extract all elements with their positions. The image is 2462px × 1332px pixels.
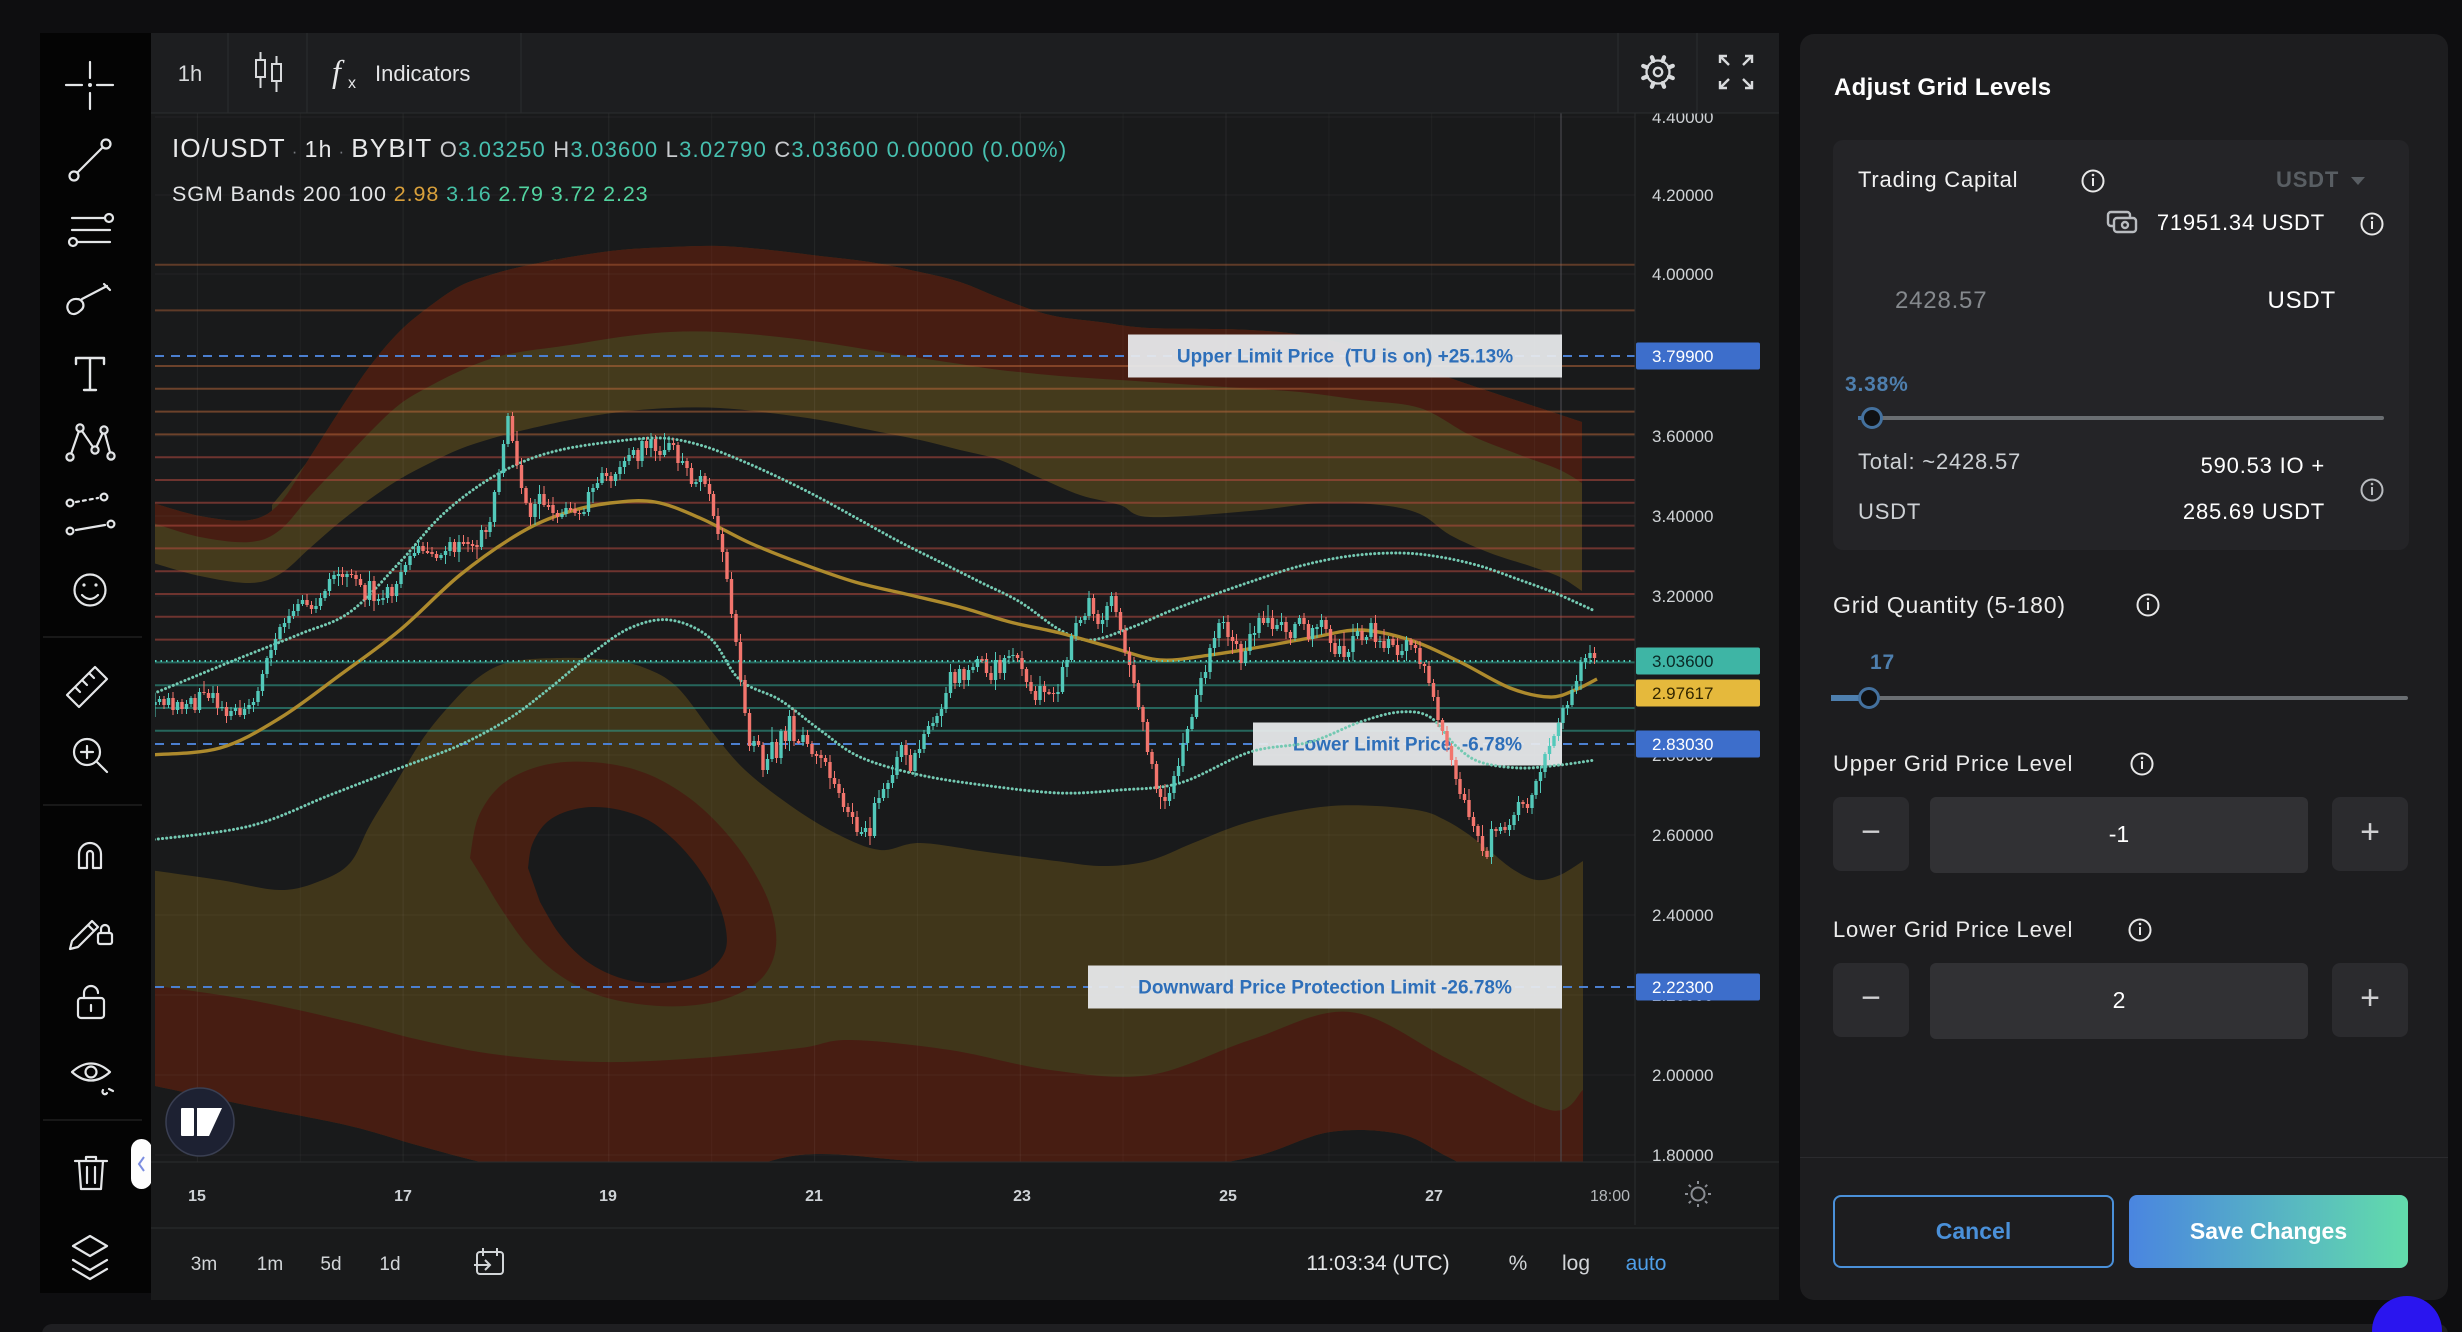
svg-text:4.00000: 4.00000 — [1652, 265, 1713, 284]
svg-text:auto: auto — [1626, 1252, 1667, 1275]
svg-text:11:03:34 (UTC): 11:03:34 (UTC) — [1306, 1252, 1449, 1275]
svg-text:1h: 1h — [178, 61, 202, 86]
svg-text:5d: 5d — [320, 1254, 341, 1275]
svg-text:21: 21 — [805, 1188, 823, 1205]
svg-text:25: 25 — [1219, 1188, 1237, 1205]
svg-text:23: 23 — [1013, 1188, 1031, 1205]
svg-text:1m: 1m — [257, 1254, 283, 1275]
svg-text:17: 17 — [394, 1188, 412, 1205]
svg-text:15: 15 — [188, 1188, 206, 1205]
svg-text:2.97617: 2.97617 — [1652, 684, 1713, 703]
svg-text:3.03600: 3.03600 — [1652, 652, 1713, 671]
svg-text:3m: 3m — [191, 1254, 217, 1275]
svg-text:x: x — [348, 75, 356, 92]
svg-text:3.79900: 3.79900 — [1652, 347, 1713, 366]
svg-text:3.40000: 3.40000 — [1652, 507, 1713, 526]
svg-text:Downward Price Protection Limi: Downward Price Protection Limit -26.78% — [1138, 978, 1512, 999]
svg-text:3.20000: 3.20000 — [1652, 587, 1713, 606]
svg-text:Upper Limit Price (TU is on): Upper Limit Price (TU is on) +25.13% — [1177, 347, 1513, 368]
svg-text:2.40000: 2.40000 — [1652, 906, 1713, 925]
svg-text:27: 27 — [1425, 1188, 1443, 1205]
svg-text:2.60000: 2.60000 — [1652, 826, 1713, 845]
svg-text:19: 19 — [599, 1188, 617, 1205]
svg-text:Indicators: Indicators — [375, 61, 470, 86]
svg-text:2.00000: 2.00000 — [1652, 1066, 1713, 1085]
svg-text:2.83030: 2.83030 — [1652, 735, 1713, 754]
svg-text:IO/USDT · 1h · BYBIT O3.03250: IO/USDT · 1h · BYBIT O3.03250 H3.03600 L… — [172, 133, 1067, 163]
svg-text:2.22300: 2.22300 — [1652, 978, 1713, 997]
svg-text:SGM Bands 200 100 2.98 3.16 2: SGM Bands 200 100 2.98 3.16 2.79 3.72 2.… — [172, 182, 649, 206]
svg-text:Lower Limit Price -6.78%: Lower Limit Price -6.78% — [1293, 735, 1522, 756]
svg-text:1.80000: 1.80000 — [1652, 1146, 1713, 1165]
svg-text:log: log — [1562, 1252, 1590, 1275]
svg-text:18:00: 18:00 — [1590, 1188, 1630, 1205]
svg-text:%: % — [1509, 1252, 1528, 1275]
svg-text:3.60000: 3.60000 — [1652, 427, 1713, 446]
svg-text:4.20000: 4.20000 — [1652, 186, 1713, 205]
svg-text:1d: 1d — [379, 1254, 400, 1275]
